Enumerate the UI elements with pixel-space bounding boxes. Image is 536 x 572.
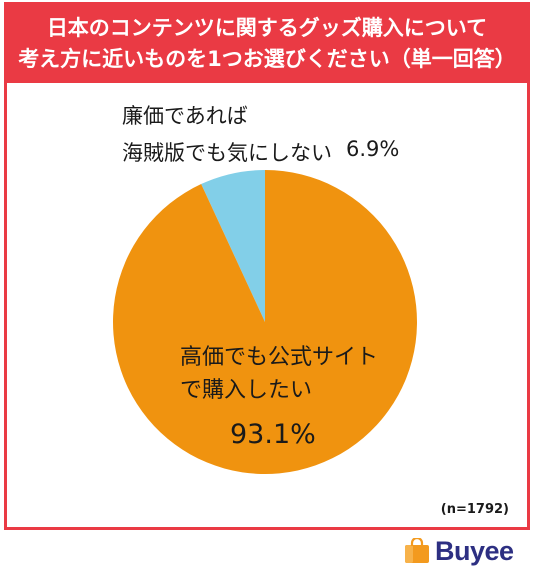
slice-1-label-line-2: 海賊版でも気にしない — [122, 141, 332, 165]
slice-2-value-label: 93.1% — [230, 419, 316, 450]
title-line-1: 日本のコンテンツに関するグッズ購入について — [46, 16, 488, 40]
title-line-2: 考え方に近いものを1つお選びください（単一回答） — [18, 47, 516, 71]
pie-slices — [113, 170, 417, 474]
slice-2-label-line-2: で購入したい — [180, 378, 312, 403]
title-banner: 日本のコンテンツに関するグッズ購入について 考え方に近いものを1つお選びください… — [7, 5, 527, 83]
pie-slice-2 — [113, 170, 417, 474]
sample-size-note: (n=1792) — [440, 502, 509, 517]
shopping-bag-icon — [405, 538, 429, 563]
slice-2-label-line-1: 高価でも公式サイト — [180, 345, 378, 370]
brand-name: Buyee — [435, 535, 514, 566]
slice-1-value-label: 6.9% — [346, 137, 399, 161]
buyee-logo: Buyee — [404, 536, 514, 566]
pie-slice-1 — [201, 170, 265, 322]
slice-1-label-line-1: 廉価であれば — [122, 104, 248, 128]
